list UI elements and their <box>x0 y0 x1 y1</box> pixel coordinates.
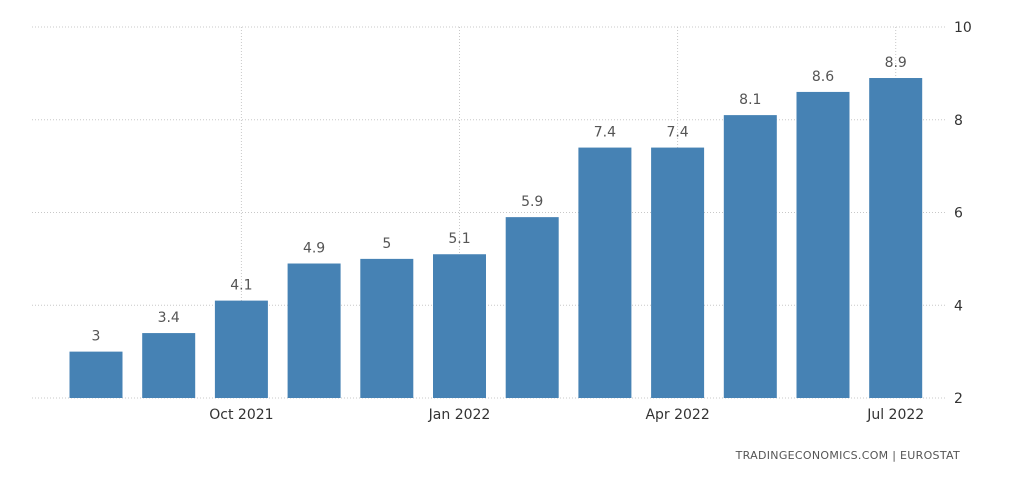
data-label: 3 <box>92 329 101 345</box>
data-label: 4.1 <box>230 278 252 294</box>
y-tick-label: 6 <box>954 206 963 222</box>
data-label: 3.4 <box>158 310 180 326</box>
y-tick-label: 4 <box>954 298 963 314</box>
data-label: 8.6 <box>812 69 834 85</box>
x-axis: Oct 2021 Jan 2022 Apr 2022 Jul 2022 <box>209 407 924 423</box>
y-tick-label: 10 <box>954 20 972 36</box>
bar <box>651 147 705 398</box>
data-label: 5.1 <box>448 231 470 247</box>
bar <box>796 91 850 399</box>
bar <box>869 78 923 398</box>
data-label: 5 <box>382 236 391 252</box>
bar <box>287 263 341 398</box>
bar-layer <box>69 78 923 399</box>
x-tick-label: Oct 2021 <box>209 407 273 423</box>
data-label: 4.9 <box>303 241 325 257</box>
bar <box>142 333 196 398</box>
data-label: 7.4 <box>594 125 616 141</box>
bar <box>433 254 486 398</box>
bar <box>69 351 123 398</box>
x-tick-label: Jan 2022 <box>428 407 491 423</box>
source-credit: TRADINGECONOMICS.COM | EUROSTAT <box>735 449 960 462</box>
bar <box>360 258 414 398</box>
y-tick-label: 2 <box>954 391 963 407</box>
bar <box>578 147 632 398</box>
x-tick-label: Jul 2022 <box>866 407 924 423</box>
data-label: 8.9 <box>885 55 907 71</box>
bar <box>214 300 268 398</box>
bar <box>505 217 559 398</box>
data-label: 5.9 <box>521 194 543 210</box>
x-tick-label: Apr 2022 <box>645 407 709 423</box>
data-label: 8.1 <box>739 92 761 108</box>
data-label-layer: 3 3.4 4.1 4.9 5 5.1 5.9 7.4 7.4 8.1 8.6 8.9 <box>92 55 907 345</box>
data-label: 7.4 <box>666 125 688 141</box>
bar <box>723 115 777 399</box>
y-axis: 2 4 6 8 10 <box>954 20 972 407</box>
y-tick-label: 8 <box>954 113 963 129</box>
